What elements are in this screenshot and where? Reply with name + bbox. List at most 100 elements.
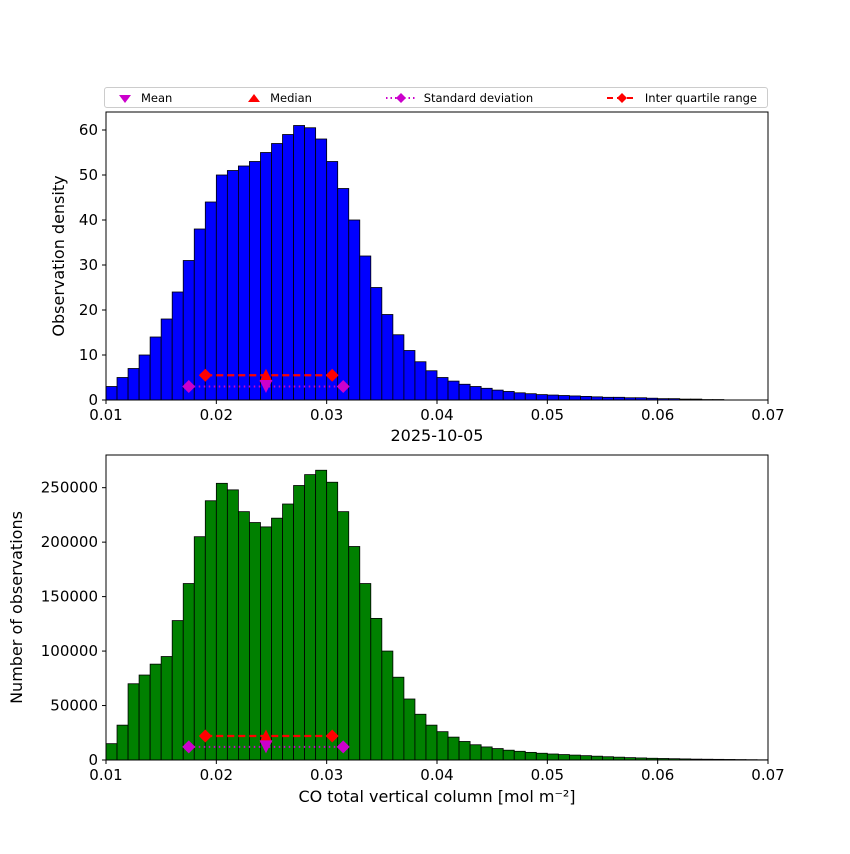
y-tick-label: 0	[88, 751, 98, 769]
x-tick-label: 0.06	[641, 766, 674, 784]
histogram-bar	[382, 651, 393, 760]
legend-item-mean: Mean	[115, 91, 172, 105]
y-tick-label: 50000	[50, 697, 98, 715]
histogram-bar	[338, 189, 349, 401]
histogram-bar	[404, 699, 415, 760]
y-axis-label: Number of observations	[7, 511, 26, 704]
histogram-bar	[272, 518, 283, 760]
histogram-bar	[150, 337, 161, 400]
histogram-bar	[238, 166, 249, 400]
histogram-bar	[371, 618, 382, 760]
y-tick-label: 0	[88, 391, 98, 409]
histogram-bar	[470, 387, 481, 401]
histogram-bar	[183, 261, 194, 401]
x-tick-label: 0.04	[420, 406, 453, 424]
histogram-bar	[525, 752, 536, 760]
histogram-bar	[106, 387, 117, 401]
histogram-bar	[283, 504, 294, 760]
y-tick-label: 40	[79, 211, 98, 229]
histogram-bar	[492, 390, 503, 400]
histogram-bar	[260, 153, 271, 401]
histogram-bar	[448, 381, 459, 400]
legend-label-mean: Mean	[141, 91, 172, 105]
histogram-bar	[481, 747, 492, 760]
histogram-bar	[371, 288, 382, 401]
y-tick-label: 200000	[41, 533, 98, 551]
histogram-bar	[536, 753, 547, 760]
histogram-bar	[172, 292, 183, 400]
histogram-bar	[393, 677, 404, 760]
histogram-bar	[382, 315, 393, 401]
histogram-bar	[558, 396, 569, 401]
y-tick-label: 100000	[41, 642, 98, 660]
histogram-bar	[459, 384, 470, 400]
legend-item-median: Median	[244, 91, 312, 105]
histogram-bar	[470, 745, 481, 760]
histogram-bar	[260, 527, 271, 760]
histogram-bar	[459, 741, 470, 760]
y-tick-label: 150000	[41, 588, 98, 606]
histogram-bar	[415, 714, 426, 760]
histogram-bar	[128, 684, 139, 760]
x-tick-label: 0.07	[751, 406, 784, 424]
histogram-bar	[437, 732, 448, 760]
histogram-bar	[437, 378, 448, 401]
histogram-bar	[503, 391, 514, 400]
y-tick-label: 10	[79, 346, 98, 364]
histogram-bar	[525, 394, 536, 400]
histogram-bar	[106, 744, 117, 760]
histogram-bar	[591, 756, 602, 760]
histogram-bar	[448, 737, 459, 760]
histogram-bar	[139, 675, 150, 760]
histogram-bar	[580, 756, 591, 760]
histogram-bar	[580, 396, 591, 400]
histogram-bar	[481, 388, 492, 400]
histogram-bar	[283, 135, 294, 401]
histogram-bar	[238, 512, 249, 760]
histogram-bar	[150, 664, 161, 760]
histogram-bar	[249, 162, 260, 401]
histogram-bar	[415, 362, 426, 400]
histogram-bar	[327, 482, 338, 760]
histogram-bar	[360, 256, 371, 400]
y-tick-label: 250000	[41, 479, 98, 497]
iqr-diamond-icon	[605, 91, 639, 105]
legend: Mean Median Standard deviation Inter qua…	[104, 87, 768, 108]
histogram-bar	[426, 371, 437, 400]
histogram-bar	[227, 171, 238, 401]
x-tick-label: 0.05	[531, 406, 564, 424]
histogram-bar	[503, 750, 514, 760]
histogram-bar	[558, 755, 569, 760]
x-tick-label: 0.07	[751, 766, 784, 784]
x-tick-label: 0.04	[420, 766, 453, 784]
histogram-bar	[349, 547, 360, 761]
histogram-bar	[128, 369, 139, 401]
y-tick-label: 60	[79, 121, 98, 139]
histogram-bar	[194, 537, 205, 760]
histogram-bar	[117, 378, 128, 401]
mean-triangle-down-icon	[115, 91, 135, 105]
y-tick-label: 30	[79, 256, 98, 274]
histogram-bar	[569, 396, 580, 400]
legend-label-median: Median	[270, 91, 312, 105]
histogram-bar	[294, 486, 305, 761]
histogram-bar	[272, 144, 283, 401]
histogram-bar	[536, 395, 547, 400]
histogram-bar	[327, 162, 338, 401]
histogram-bar	[205, 501, 216, 760]
histogram-bar	[547, 395, 558, 400]
histogram-bar	[161, 657, 172, 760]
legend-item-std: Standard deviation	[384, 91, 533, 105]
legend-label-iqr: Inter quartile range	[645, 91, 757, 105]
y-tick-label: 20	[79, 301, 98, 319]
histogram-bar	[569, 755, 580, 760]
histogram-bar	[183, 584, 194, 760]
histogram-bar	[139, 355, 150, 400]
legend-label-std: Standard deviation	[424, 91, 533, 105]
histogram-bar	[305, 128, 316, 400]
histogram-bar	[349, 220, 360, 400]
x-tick-label: 0.05	[531, 766, 564, 784]
